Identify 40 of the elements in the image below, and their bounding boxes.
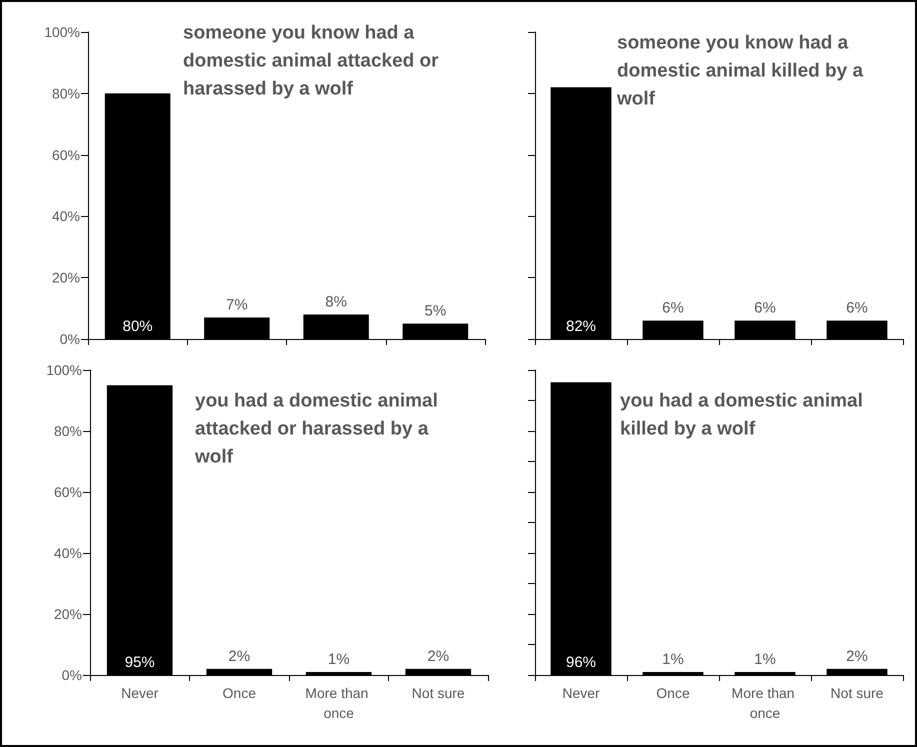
x-tick-label: More than once [305, 685, 372, 721]
data-label: 1% [328, 650, 350, 668]
x-tick-label: Once [656, 685, 690, 701]
x-tick-label: Never [562, 685, 600, 701]
y-tick-label: 100% [46, 362, 82, 378]
data-label: 2% [846, 648, 868, 665]
data-label: 80% [122, 318, 153, 335]
data-label: 2% [228, 648, 250, 665]
data-label: 6% [754, 300, 776, 317]
y-tick-label: 40% [54, 545, 82, 561]
x-tick-label: Not sure [412, 685, 465, 701]
data-label: 2% [427, 648, 450, 665]
y-tick-label: 40% [52, 208, 80, 224]
x-tick-label: More than once [732, 685, 798, 721]
y-tick-label: 100% [44, 24, 80, 40]
text: you had a domestic animal attacked or harassed by a wolf [194, 390, 444, 468]
y-tick-label: 20% [52, 270, 80, 286]
data-label: 1% [754, 650, 776, 668]
y-tick-label: 0% [60, 331, 80, 347]
y-tick-label: 0% [62, 667, 82, 683]
y-tick-label: 60% [54, 484, 82, 500]
data-label: 6% [662, 300, 684, 317]
data-label: 8% [325, 293, 347, 310]
text: someone you know had a domestic animal killed by a wolf [616, 32, 868, 110]
data-label: 5% [424, 302, 446, 320]
y-tick-label: 80% [52, 85, 80, 102]
data-label: 96% [566, 654, 596, 671]
text: you had a domestic animal killed by a wolf [620, 390, 868, 440]
y-tick-label: 80% [54, 423, 82, 439]
data-label: 6% [846, 300, 868, 317]
data-label: 7% [226, 296, 248, 314]
y-tick-label: 20% [54, 606, 82, 622]
x-tick-label: Once [222, 685, 256, 701]
x-tick-label: Not sure [830, 685, 884, 701]
x-tick-label: Never [121, 685, 159, 701]
data-label: 95% [124, 654, 155, 671]
data-label: 82% [566, 318, 596, 335]
y-tick-label: 60% [52, 146, 80, 163]
data-label: 1% [662, 650, 684, 668]
text: someone you know had a domestic animal attacked or harassed by a wolf [183, 22, 444, 100]
